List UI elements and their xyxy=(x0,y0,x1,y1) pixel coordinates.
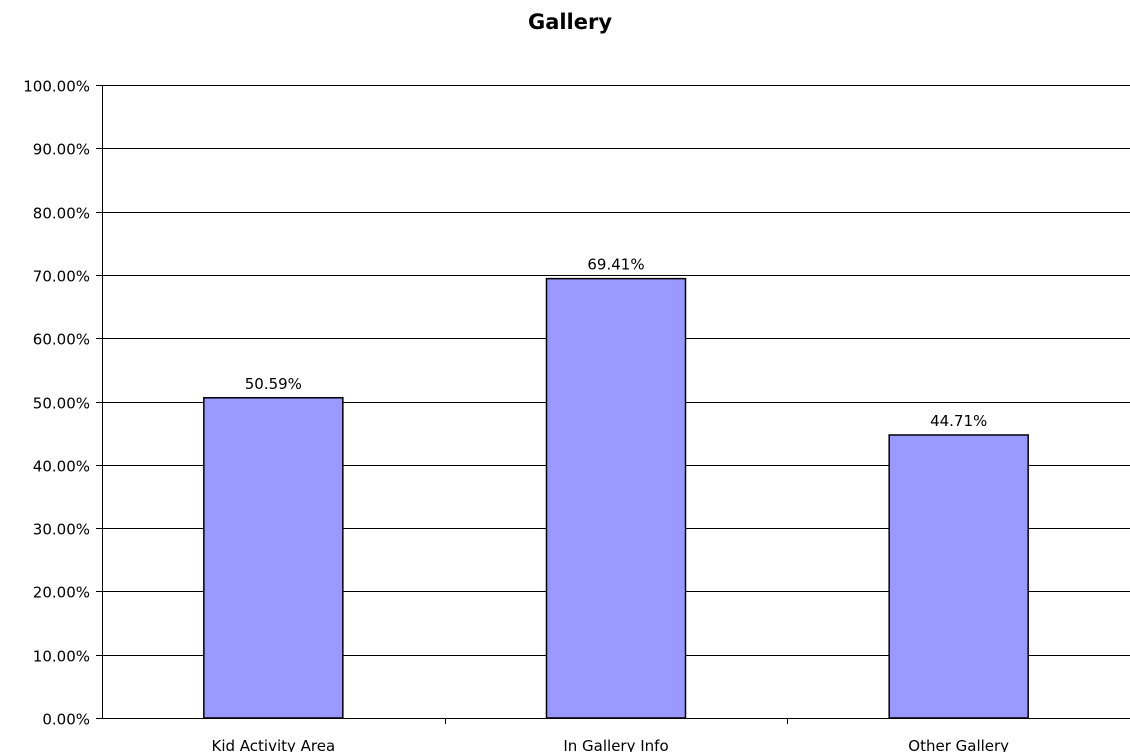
bar xyxy=(888,434,1029,719)
y-axis-ticks: 0.00% 10.00% 20.00% 30.00% 40.00% 50.00% 60.00… xyxy=(23,78,102,729)
y-tick-label: 20.00% xyxy=(33,584,90,602)
y-tick-label: 60.00% xyxy=(33,331,90,349)
y-tick-label: 80.00% xyxy=(33,205,90,223)
y-tick-label: 40.00% xyxy=(33,458,90,476)
x-tick-label: Other Gallery xyxy=(908,737,1009,752)
x-axis-ticks: Kid Activity Area In Gallery Info Other Ga… xyxy=(211,718,1009,752)
data-labels: 50.59% 69.41% 44.71% xyxy=(245,256,988,430)
y-tick-label: 30.00% xyxy=(33,521,90,539)
bar-value-label: 50.59% xyxy=(245,375,302,393)
y-tick-label: 0.00% xyxy=(42,711,90,729)
y-tick-label: 70.00% xyxy=(33,268,90,286)
bars xyxy=(203,277,1029,719)
bar-value-label: 44.71% xyxy=(930,412,987,430)
y-tick-label: 50.00% xyxy=(33,395,90,413)
x-tick-label: In Gallery Info xyxy=(563,737,668,752)
x-tick-label: Kid Activity Area xyxy=(211,737,335,752)
chart-title: Gallery xyxy=(528,10,612,34)
bar xyxy=(203,397,344,719)
y-tick-label: 10.00% xyxy=(33,648,90,666)
bar xyxy=(545,277,687,719)
y-tick-label: 90.00% xyxy=(33,141,90,159)
bar-value-label: 69.41% xyxy=(587,256,644,274)
y-tick-label: 100.00% xyxy=(23,78,90,96)
